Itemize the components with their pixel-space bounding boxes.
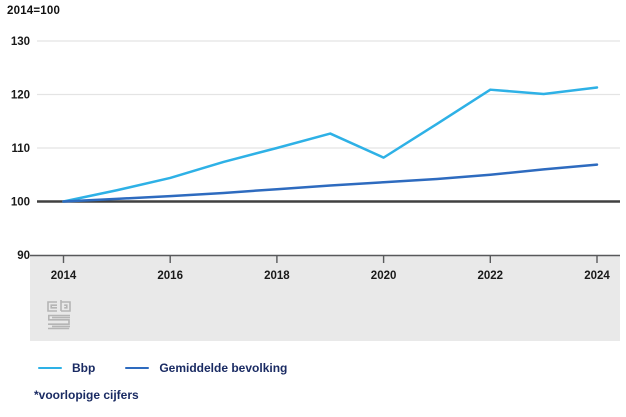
bevolking-line-swatch-icon xyxy=(125,366,150,370)
y-axis-tick-label: 90 xyxy=(17,250,30,262)
series-line-bbp xyxy=(62,86,599,203)
series-line-gemiddelde-bevolking xyxy=(62,163,599,203)
x-axis-band xyxy=(30,255,620,341)
legend-item-bbp[interactable]: Bbp xyxy=(38,361,95,375)
x-axis-tick-label: 2022 xyxy=(478,270,504,282)
x-axis-tick-label: 2024 xyxy=(584,270,610,282)
x-axis-tick-label: 2020 xyxy=(371,270,397,282)
footnote-provisional-figures: *voorlopige cijfers xyxy=(34,388,139,402)
y-axis-tick-label: 120 xyxy=(11,90,30,102)
y-axis-tick-label: 100 xyxy=(11,197,30,209)
y-axis-tick-label: 110 xyxy=(11,143,30,155)
chart-title: 2014=100 xyxy=(7,5,61,17)
legend-label-gemiddelde-bevolking: Gemiddelde bevolking xyxy=(159,361,288,375)
y-axis-tick-label: 130 xyxy=(11,36,30,48)
bbp-line-swatch-icon xyxy=(38,366,62,370)
legend-label-bbp: Bbp xyxy=(72,361,96,375)
chart-legend: Bbp Gemiddelde bevolking xyxy=(38,361,317,375)
x-axis-tick-label: 2014 xyxy=(51,270,77,282)
x-axis-tick-label: 2018 xyxy=(264,270,290,282)
x-axis-tick-label: 2016 xyxy=(157,270,183,282)
line-chart-plot-area: 130 120 110 100 90 2014 2016 2018 2020 2022 2024 xyxy=(11,36,620,341)
legend-item-gemiddelde-bevolking[interactable]: Gemiddelde bevolking xyxy=(125,361,287,375)
cbs-logo-icon xyxy=(47,300,71,330)
